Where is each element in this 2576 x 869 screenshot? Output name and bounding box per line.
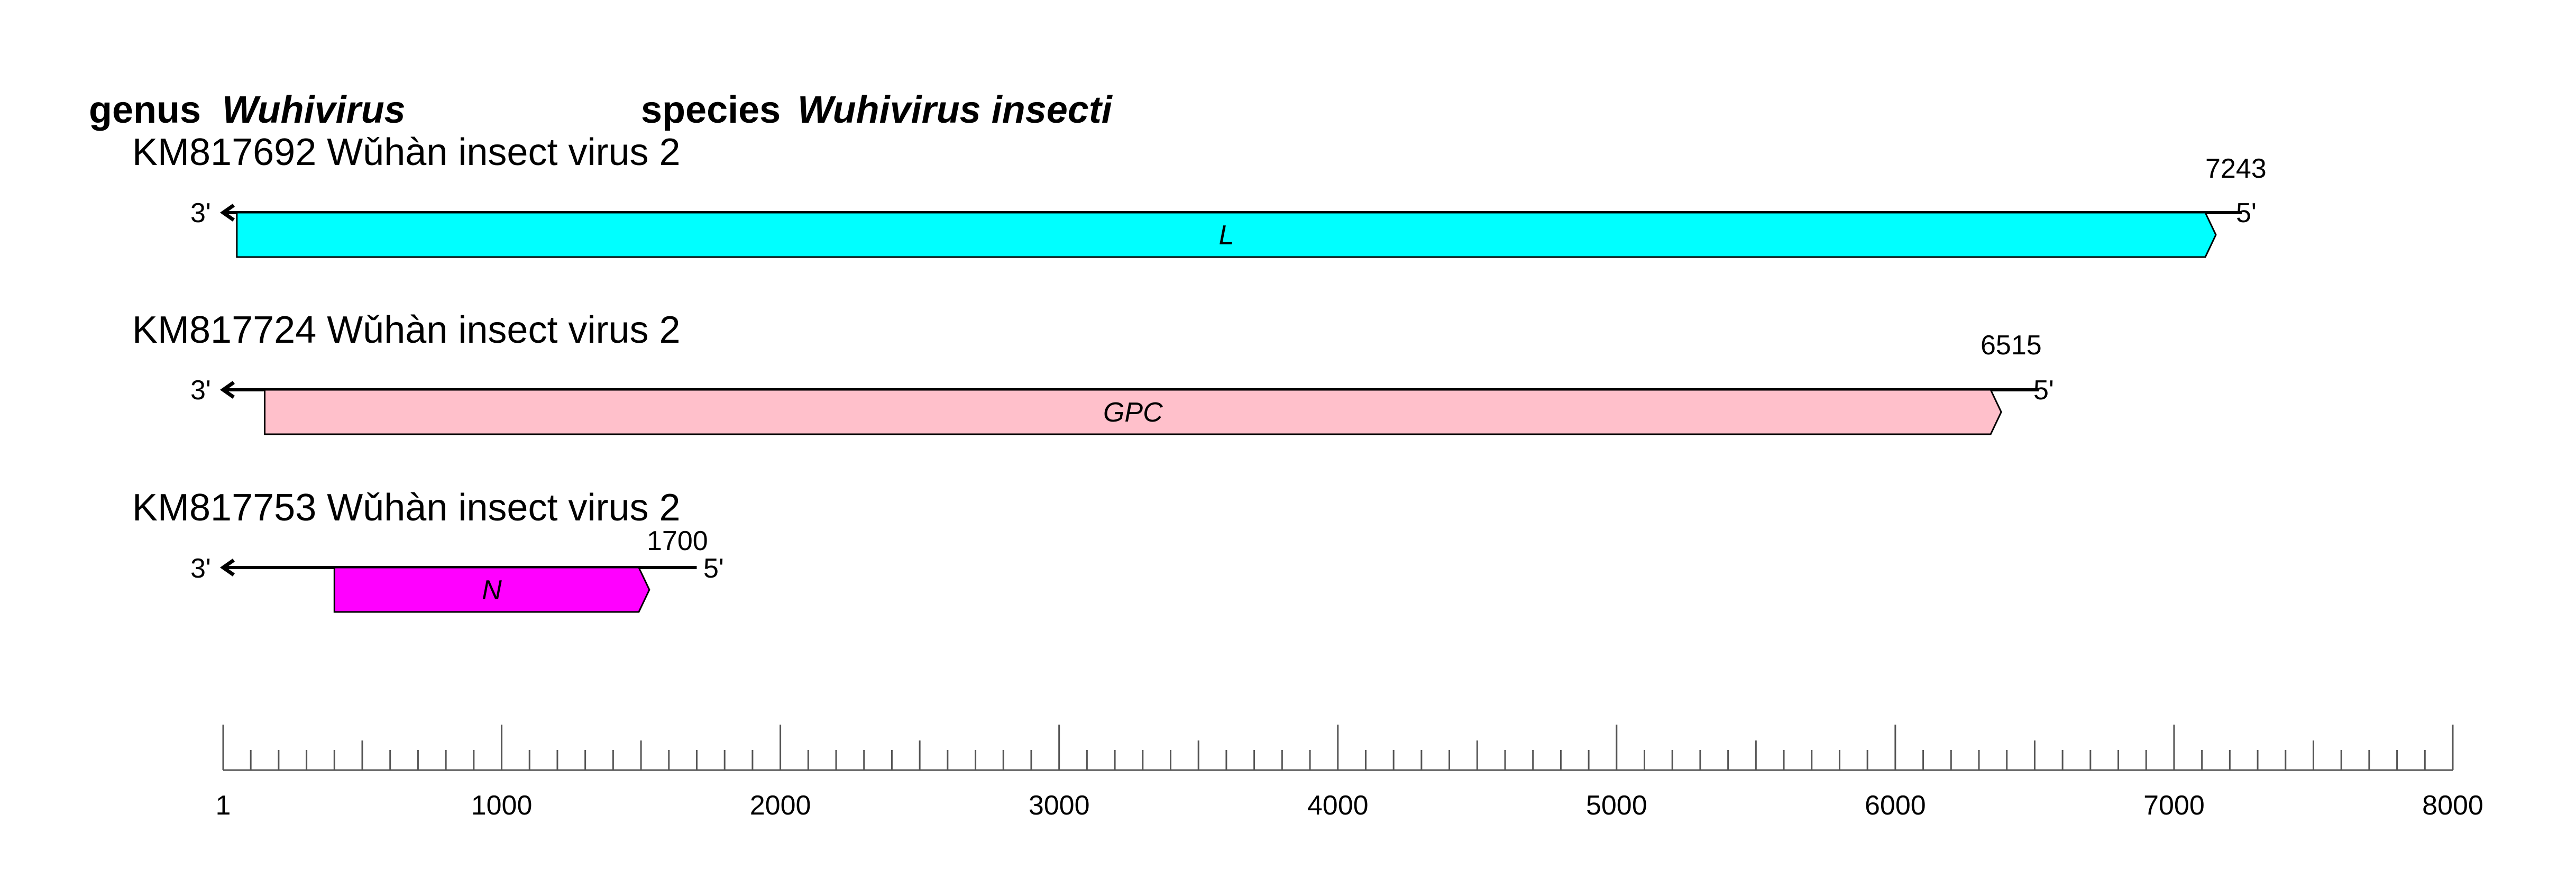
species-name: Wuhivirus insecti (797, 89, 1113, 131)
three-prime-label: 3' (190, 553, 211, 584)
gene-label: N (482, 575, 502, 606)
scale-bar: 1 1000 2000 3000 4000 5000 6000 7000 8000 (216, 725, 2483, 821)
segment-title: KM817753 Wǔhàn insect virus 2 (132, 487, 681, 529)
segment-length-label: 6515 (1981, 330, 2042, 361)
gene-label: GPC (1103, 397, 1163, 428)
scale-tick-label: 5000 (1586, 790, 1647, 821)
three-prime-label: 3' (190, 375, 211, 406)
scale-tick-label: 8000 (2422, 790, 2483, 821)
segment-title: KM817724 Wǔhàn insect virus 2 (132, 309, 681, 351)
five-prime-label: 5' (703, 553, 724, 584)
scale-tick-label: 1000 (471, 790, 533, 821)
gene-gpc (264, 389, 2002, 435)
three-prime-arrowhead (219, 559, 235, 577)
gene-l (236, 212, 2217, 258)
three-prime-arrowhead (219, 204, 235, 222)
three-prime-arrowhead (219, 381, 235, 399)
segment-1: KM817692 Wǔhàn insect virus 2 7243 3' 5'… (132, 131, 2267, 258)
segment-2: KM817724 Wǔhàn insect virus 2 6515 3' 5'… (132, 309, 2054, 435)
scale-tick-label: 1 (216, 790, 231, 821)
species-label: species (641, 89, 781, 131)
three-prime-label: 3' (190, 198, 211, 228)
gene-n (333, 566, 650, 613)
segment-length-label: 1700 (647, 526, 708, 556)
segment-title: KM817692 Wǔhàn insect virus 2 (132, 131, 681, 173)
segment-length-label: 7243 (2205, 153, 2267, 184)
scale-tick-label: 4000 (1307, 790, 1369, 821)
scale-tick-label: 3000 (1029, 790, 1090, 821)
genus-label: genus (89, 89, 201, 131)
scale-tick-labels: 1 1000 2000 3000 4000 5000 6000 7000 8000 (216, 790, 2483, 821)
genus-name: Wuhivirus (222, 89, 406, 131)
scale-tick-label: 6000 (1865, 790, 1926, 821)
segment-3: KM817753 Wǔhàn insect virus 2 1700 3' 5'… (132, 487, 724, 613)
scale-tick-label: 7000 (2143, 790, 2205, 821)
gene-label: L (1218, 220, 1234, 251)
scale-ticks (222, 725, 2454, 770)
scale-tick-label: 2000 (750, 790, 811, 821)
